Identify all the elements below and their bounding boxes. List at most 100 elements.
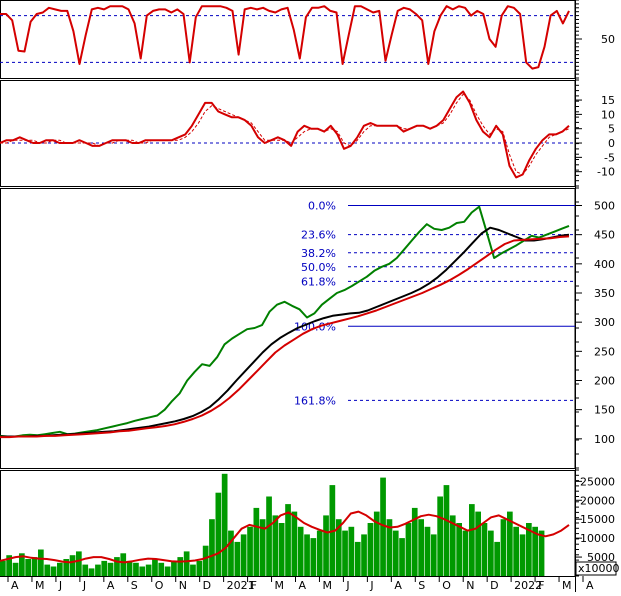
volume-bar: [38, 549, 44, 576]
volume-bar: [323, 515, 329, 576]
volume-bar: [107, 562, 114, 577]
volume-bar: [310, 538, 317, 576]
fibonacci-label: 23.6%: [301, 229, 336, 242]
volume-tick-label: 25000: [580, 475, 615, 488]
volume-bar: [272, 515, 279, 576]
price-tick-label: 450: [594, 229, 615, 242]
volume-bar: [335, 519, 342, 576]
volume-bar: [171, 560, 177, 576]
price-series-0: [0, 205, 570, 438]
volume-bar: [469, 504, 475, 576]
macd-tick-label: 5: [608, 123, 615, 136]
volume-bar: [297, 526, 304, 576]
volume-bar: [25, 559, 31, 576]
volume-bar: [500, 519, 507, 576]
volume-bar: [437, 496, 443, 576]
volume-bar: [234, 541, 241, 576]
volume-bar: [456, 523, 462, 576]
macd-series-0: [0, 90, 570, 179]
fibonacci-label: 0.0%: [308, 200, 336, 213]
price-tick-label: 300: [594, 316, 615, 329]
volume-bar: [342, 530, 348, 576]
stochastic-tick-label: 50: [601, 33, 615, 46]
volume-bar: [215, 492, 222, 576]
x-axis-label: 2021: [227, 579, 255, 592]
x-axis-label: J: [369, 579, 373, 592]
volume-bar: [354, 541, 361, 576]
volume-bar: [481, 523, 488, 576]
volume-bar: [221, 473, 228, 576]
x-axis-label: A: [299, 579, 307, 592]
fibonacci-label: 38.2%: [301, 247, 336, 260]
volume-bar: [399, 538, 405, 576]
volume-bar: [519, 534, 526, 576]
volume-bar: [164, 566, 171, 576]
volume-bar: [209, 519, 215, 576]
volume-bar: [475, 511, 481, 576]
volume-bar: [449, 515, 456, 576]
volume-bar: [285, 504, 291, 576]
x-axis-label: D: [490, 579, 498, 592]
volume-bar: [443, 485, 450, 576]
volume-bar: [76, 551, 82, 576]
volume-bar: [361, 534, 367, 576]
x-axis-label: 2022: [514, 579, 542, 592]
volume-bar: [202, 545, 209, 576]
macd-frame: [0, 80, 576, 187]
x-axis-label: A: [586, 579, 594, 592]
volume-bar: [95, 564, 101, 576]
volume-bar: [183, 551, 190, 576]
volume-bar: [348, 526, 355, 576]
x-axis-label: J: [345, 579, 349, 592]
volume-bar: [386, 519, 393, 576]
volume-bar: [411, 507, 418, 576]
volume-bar: [120, 553, 127, 576]
volume-bar: [145, 564, 152, 576]
volume-unit-box: [575, 561, 617, 576]
volume-bar: [291, 511, 298, 576]
volume-bar: [152, 559, 158, 576]
volume-bar: [44, 564, 51, 576]
volume-bar: [507, 511, 513, 576]
volume-bar: [462, 530, 469, 576]
volume-bar: [57, 562, 63, 577]
fibonacci-label: 50.0%: [301, 261, 336, 274]
volume-bar: [82, 564, 89, 576]
volume-bar: [133, 562, 139, 577]
fibonacci-label: 161.8%: [294, 394, 336, 407]
volume-bar: [488, 530, 494, 576]
volume-bar: [430, 534, 437, 576]
volume-bar: [253, 507, 260, 576]
price-series-2: [0, 235, 570, 439]
macd-tick-label: -10: [597, 166, 615, 179]
volume-bar: [50, 566, 57, 576]
volume-bar: [139, 566, 146, 576]
macd-series-1: [0, 93, 570, 175]
price-frame: [0, 188, 576, 469]
x-axis-label: M: [322, 579, 332, 592]
price-tick-label: 250: [594, 345, 615, 358]
price-tick-label: 100: [594, 433, 615, 446]
x-axis-label: F: [251, 579, 257, 592]
volume-bar: [367, 523, 374, 576]
x-axis-label: N: [179, 579, 187, 592]
volume-bar: [177, 557, 184, 576]
x-axis-label: S: [418, 579, 425, 592]
macd-tick-label: 10: [601, 108, 615, 121]
volume-bar: [228, 530, 234, 576]
x-axis-label: N: [466, 579, 474, 592]
x-axis-label: O: [155, 579, 164, 592]
volume-tick-label: 10000: [580, 532, 615, 545]
x-axis-label: A: [394, 579, 402, 592]
macd-tick-label: 0: [608, 137, 615, 150]
volume-bar: [88, 568, 95, 576]
price-tick-label: 400: [594, 258, 615, 271]
x-axis-label: F: [538, 579, 544, 592]
volume-bar: [373, 511, 380, 576]
volume-bar: [196, 560, 203, 576]
volume-tick-label: 5000: [587, 551, 615, 564]
volume-bar: [380, 477, 386, 576]
price-tick-label: 150: [594, 404, 615, 417]
